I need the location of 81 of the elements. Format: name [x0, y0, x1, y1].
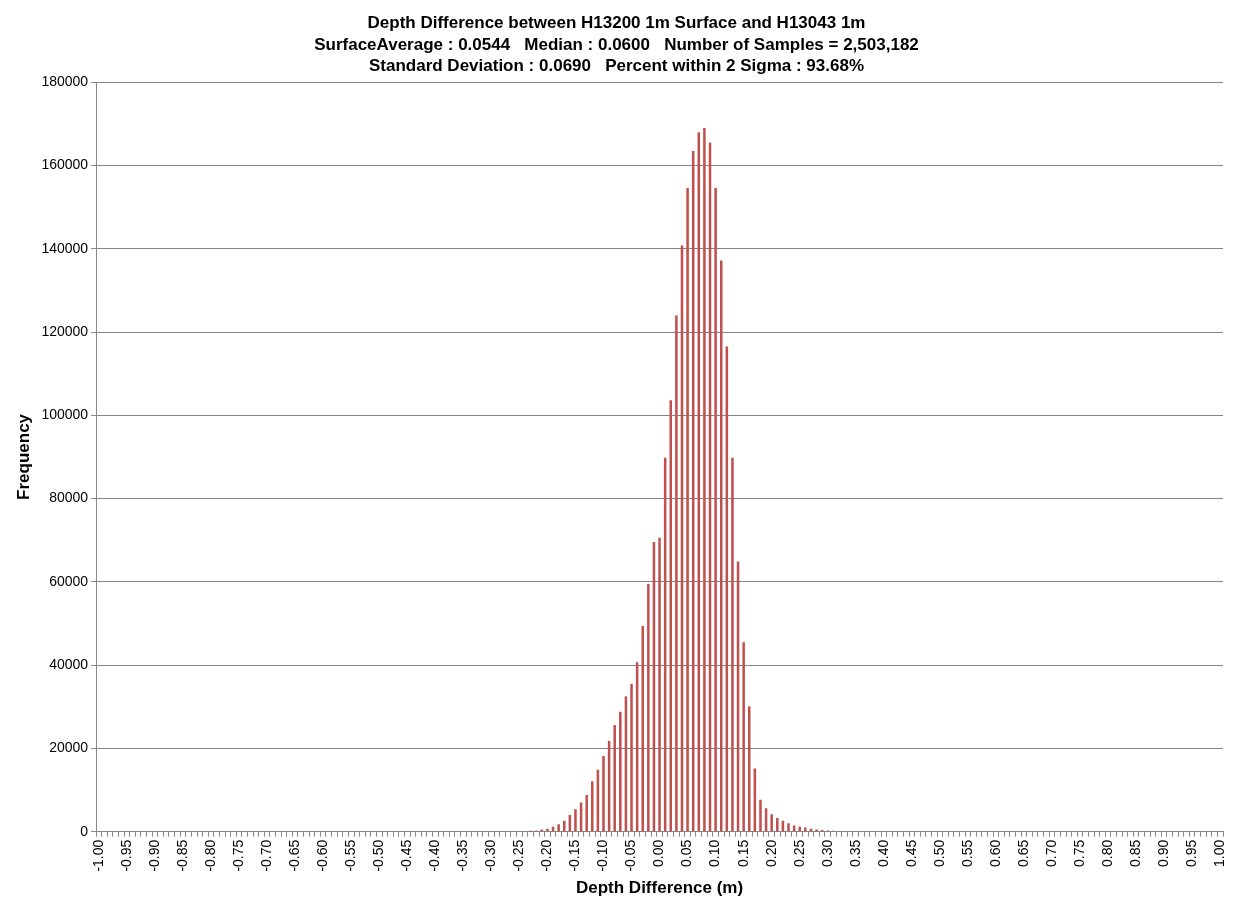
bar — [658, 537, 661, 832]
bar — [776, 817, 779, 832]
x-tick-label: -0.80 — [201, 839, 218, 872]
x-tick-label: 0.00 — [650, 839, 667, 867]
bar — [686, 187, 689, 832]
bar — [641, 626, 644, 832]
y-tick-label: 100000 — [41, 406, 89, 423]
y-tick-label: 140000 — [41, 239, 89, 256]
x-tick-label: 0.25 — [790, 839, 807, 867]
y-tick-label: 80000 — [49, 489, 89, 506]
x-tick-label: -0.70 — [257, 839, 274, 872]
x-tick-label: -0.05 — [622, 839, 639, 872]
x-tick-label: 0.95 — [1183, 839, 1200, 867]
x-tick-label: 1.00 — [1211, 839, 1228, 867]
x-tick-label: 0.70 — [1042, 839, 1059, 867]
bar — [748, 706, 751, 832]
chart-subtitle: SurfaceAverage : 0.0544 Median : 0.0600 Number of Samples = 2,503,182 Standard Deviation : 0.0690 Percent within 2 Sigma : 93.68% — [314, 35, 919, 75]
bar — [675, 315, 678, 832]
x-tick-label: 0.15 — [734, 839, 751, 867]
y-tick-label: 40000 — [49, 656, 89, 672]
x-tick-label: 0.40 — [874, 839, 891, 867]
x-tick-label: -0.35 — [454, 839, 471, 872]
x-tick-label: -0.40 — [426, 839, 443, 872]
x-tick-label: -0.50 — [370, 839, 387, 872]
bar — [591, 781, 594, 832]
y-tick-label: 180000 — [41, 73, 89, 90]
x-tick-label: 0.90 — [1154, 839, 1171, 867]
x-tick-label: -0.75 — [229, 839, 246, 872]
x-tick-label: 0.10 — [706, 839, 723, 867]
x-tick-label: -0.15 — [566, 839, 583, 872]
x-tick-label: -0.90 — [145, 839, 162, 872]
x-tick-label: 0.35 — [846, 839, 863, 867]
x-tick-label: 0.45 — [902, 839, 919, 867]
y-tick-label: 0 — [80, 822, 89, 839]
bar — [798, 826, 801, 832]
bar — [602, 755, 605, 832]
bar — [770, 814, 773, 832]
y-tick-label: 20000 — [49, 739, 89, 756]
chart-title: Depth Difference between H13200 1m Surface and H13043 1m — [367, 12, 866, 32]
x-tick-label: 0.60 — [986, 839, 1003, 867]
y-tick-label: 160000 — [41, 156, 89, 173]
bar — [574, 809, 577, 832]
x-tick-label: 0.05 — [678, 839, 695, 867]
bar — [613, 725, 616, 832]
bar — [759, 799, 762, 832]
x-axis-title: Depth Difference (m) — [575, 878, 744, 898]
x-tick-label: 0.80 — [1098, 839, 1115, 867]
x-tick-label: -0.95 — [117, 839, 134, 872]
x-tick-label: -0.85 — [173, 839, 190, 872]
bar — [804, 827, 807, 832]
bar — [630, 683, 633, 832]
x-tick-label: -0.55 — [342, 839, 359, 872]
bar — [619, 711, 622, 832]
x-tick-label: -0.10 — [594, 839, 611, 872]
x-tick-label: -0.30 — [482, 839, 499, 872]
x-tick-label: 0.50 — [930, 839, 947, 867]
x-tick-label: 0.55 — [958, 839, 975, 867]
bar — [562, 820, 566, 832]
x-tick-label: -1.00 — [89, 839, 106, 872]
x-tick-label: -0.20 — [538, 839, 555, 872]
y-axis-title: Frequency — [13, 413, 33, 500]
x-tick-label: 0.20 — [762, 839, 779, 867]
bar — [546, 828, 549, 832]
bar — [731, 457, 734, 832]
bar — [742, 642, 745, 832]
x-tick-label: -0.45 — [398, 839, 415, 872]
bar — [557, 824, 560, 832]
x-tick-label: 0.75 — [1070, 839, 1087, 867]
x-tick-label: -0.60 — [314, 839, 331, 872]
bar — [787, 823, 790, 832]
x-tick-label: 0.65 — [1014, 839, 1031, 867]
bar — [714, 187, 717, 832]
x-tick-label: 0.30 — [818, 839, 835, 867]
x-tick-label: -0.65 — [286, 839, 302, 872]
y-tick-label: 120000 — [41, 322, 89, 339]
bar — [647, 583, 650, 832]
bar — [703, 128, 706, 832]
x-tick-label: -0.25 — [510, 839, 527, 872]
y-tick-label: 60000 — [49, 572, 89, 589]
x-tick-label: 0.85 — [1126, 839, 1143, 867]
bar — [585, 795, 588, 832]
